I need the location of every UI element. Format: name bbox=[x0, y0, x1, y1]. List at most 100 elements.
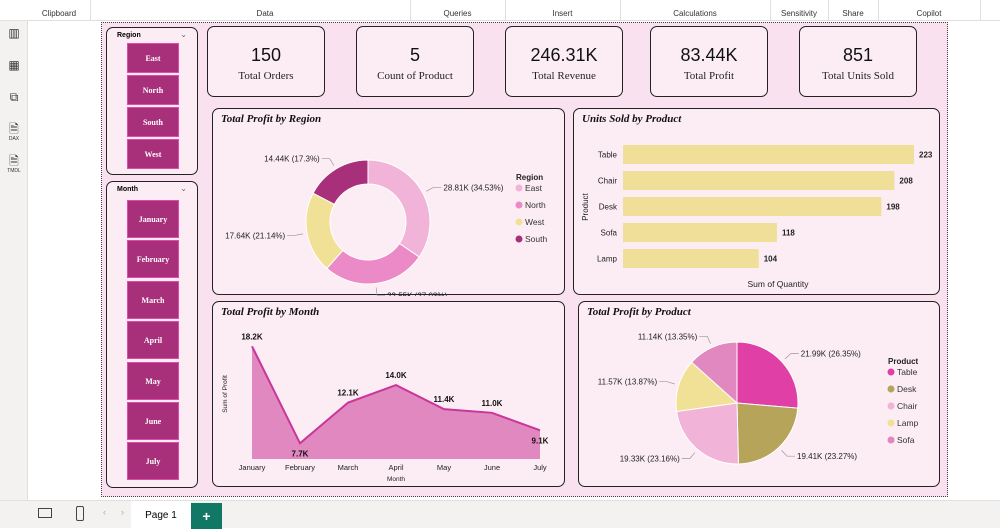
slice-sofa[interactable] bbox=[690, 341, 738, 405]
chart-title: Total Profit by Product bbox=[587, 306, 691, 318]
slicer-item-march[interactable]: March bbox=[127, 281, 179, 319]
slice-table[interactable] bbox=[736, 341, 799, 409]
legend-item-lamp[interactable]: Lamp bbox=[897, 418, 919, 428]
report-view-icon[interactable]: ▥ bbox=[4, 27, 24, 47]
category-label: Table bbox=[598, 151, 618, 160]
data-point[interactable] bbox=[490, 411, 494, 415]
kpi-label: Total Units Sold bbox=[822, 70, 894, 82]
x-tick-label: February bbox=[285, 463, 315, 472]
kpi-value: 83.44K bbox=[680, 45, 738, 65]
legend-item-table[interactable]: Table bbox=[897, 367, 918, 377]
ribbon-group-queries: Queries bbox=[443, 9, 472, 18]
slicer-item-january[interactable]: January bbox=[127, 200, 179, 238]
y-axis-title: Product bbox=[581, 192, 590, 220]
data-point[interactable] bbox=[346, 401, 350, 405]
data-label: 17.64K (21.14%) bbox=[225, 231, 285, 240]
slicer-item-june[interactable]: June bbox=[127, 402, 179, 440]
legend-item-chair[interactable]: Chair bbox=[897, 401, 917, 411]
data-point[interactable] bbox=[250, 344, 254, 348]
kpi-label: Count of Product bbox=[377, 70, 453, 82]
slicer-item-april[interactable]: April bbox=[127, 321, 179, 359]
legend-item-north[interactable]: North bbox=[525, 200, 546, 210]
leader-line bbox=[784, 353, 799, 360]
ribbon-group-data: Data bbox=[256, 9, 274, 18]
kpi-card: 851 Total Units Sold bbox=[799, 26, 917, 97]
slice-desk[interactable] bbox=[736, 402, 799, 465]
slicer-item-east[interactable]: East bbox=[127, 43, 179, 73]
mobile-layout-icon[interactable] bbox=[76, 506, 84, 521]
x-tick-label: January bbox=[239, 463, 266, 472]
chart-title: Total Profit by Month bbox=[221, 306, 320, 318]
data-label: 208 bbox=[899, 177, 913, 186]
slicer-item-may[interactable]: May bbox=[127, 362, 179, 400]
slicer-item-north[interactable]: North bbox=[127, 75, 179, 105]
legend-title: Product bbox=[888, 357, 919, 366]
legend-item-south[interactable]: South bbox=[525, 234, 547, 244]
prev-page-icon[interactable]: ‹ bbox=[103, 507, 106, 517]
dax-query-icon-glyph: 🗎 bbox=[9, 122, 19, 136]
data-label: 19.41K (23.27%) bbox=[797, 452, 857, 461]
y-axis-title: Sum of Profit bbox=[222, 375, 229, 413]
model-view-icon[interactable]: ⧉ bbox=[4, 91, 24, 111]
ribbon-group-insert: Insert bbox=[552, 9, 573, 18]
slice-south[interactable] bbox=[312, 159, 369, 206]
kpi-card: 83.44K Total Profit bbox=[650, 26, 768, 97]
data-point[interactable] bbox=[442, 407, 446, 411]
ribbon-divider bbox=[980, 0, 981, 20]
next-page-icon[interactable]: › bbox=[121, 507, 124, 517]
ribbon-divider bbox=[770, 0, 771, 20]
table-view-icon[interactable]: ▦ bbox=[4, 59, 24, 79]
data-label: 14.0K bbox=[385, 371, 407, 380]
bar-sofa[interactable] bbox=[623, 223, 777, 242]
leader-line bbox=[287, 233, 304, 236]
legend-marker bbox=[515, 218, 523, 226]
chevron-down-icon[interactable]: ⌄ bbox=[180, 184, 187, 193]
legend-marker bbox=[887, 402, 895, 410]
slice-chair[interactable] bbox=[676, 402, 739, 465]
chart-total-profit-by-product: Total Profit by Product 21.99K (26.35%) 19… bbox=[578, 301, 940, 487]
legend-marker bbox=[515, 184, 523, 192]
slice-lamp[interactable] bbox=[675, 361, 739, 413]
legend-item-east[interactable]: East bbox=[525, 183, 543, 193]
page-tab-label: Page 1 bbox=[145, 509, 177, 521]
legend-marker bbox=[887, 436, 895, 444]
slice-west[interactable] bbox=[305, 192, 344, 270]
data-point[interactable] bbox=[298, 441, 302, 445]
data-point[interactable] bbox=[394, 383, 398, 387]
dax-query-icon[interactable]: 🗎 DAX bbox=[4, 123, 24, 143]
legend-item-sofa[interactable]: Sofa bbox=[897, 435, 915, 445]
legend-marker bbox=[887, 419, 895, 427]
page-tab-page-1[interactable]: Page 1 bbox=[131, 501, 191, 529]
x-tick-label: March bbox=[338, 463, 359, 472]
tmdl-view-icon-glyph: 🗎 bbox=[9, 154, 19, 168]
slicer-item-february[interactable]: February bbox=[127, 240, 179, 278]
bar-table[interactable] bbox=[623, 145, 914, 164]
data-label: 19.33K (23.16%) bbox=[620, 455, 680, 464]
data-point[interactable] bbox=[538, 428, 542, 432]
kpi-card: 150 Total Orders bbox=[207, 26, 325, 97]
x-axis-title: Month bbox=[387, 476, 405, 483]
slicer-item-july[interactable]: July bbox=[127, 442, 179, 480]
kpi-value: 150 bbox=[250, 45, 282, 65]
add-page-button[interactable]: + bbox=[191, 503, 222, 529]
chevron-down-icon[interactable]: ⌄ bbox=[180, 30, 187, 39]
tmdl-view-icon[interactable]: 🗎 TMDL bbox=[4, 155, 24, 175]
area-fill bbox=[252, 346, 540, 459]
legend-item-desk[interactable]: Desk bbox=[897, 384, 917, 394]
slicer-item-west[interactable]: West bbox=[127, 139, 179, 169]
bar-desk[interactable] bbox=[623, 197, 882, 216]
x-tick-label: July bbox=[533, 463, 547, 472]
slice-east[interactable] bbox=[367, 159, 431, 258]
data-label: 28.81K (34.53%) bbox=[443, 183, 503, 192]
slicer-title: Month bbox=[117, 186, 138, 193]
bar-lamp[interactable] bbox=[623, 249, 759, 268]
bar-chair[interactable] bbox=[623, 171, 895, 190]
data-label: 198 bbox=[886, 203, 900, 212]
data-label: 12.1K bbox=[337, 389, 359, 398]
chart-total-profit-by-region: Total Profit by Region 28.81K (34.53%) 22.… bbox=[212, 108, 565, 296]
desktop-layout-icon[interactable] bbox=[38, 508, 52, 518]
slicer-item-south[interactable]: South bbox=[127, 107, 179, 137]
legend-item-west[interactable]: West bbox=[525, 217, 545, 227]
view-label: TMDL bbox=[7, 168, 21, 174]
leader-line bbox=[321, 158, 335, 166]
